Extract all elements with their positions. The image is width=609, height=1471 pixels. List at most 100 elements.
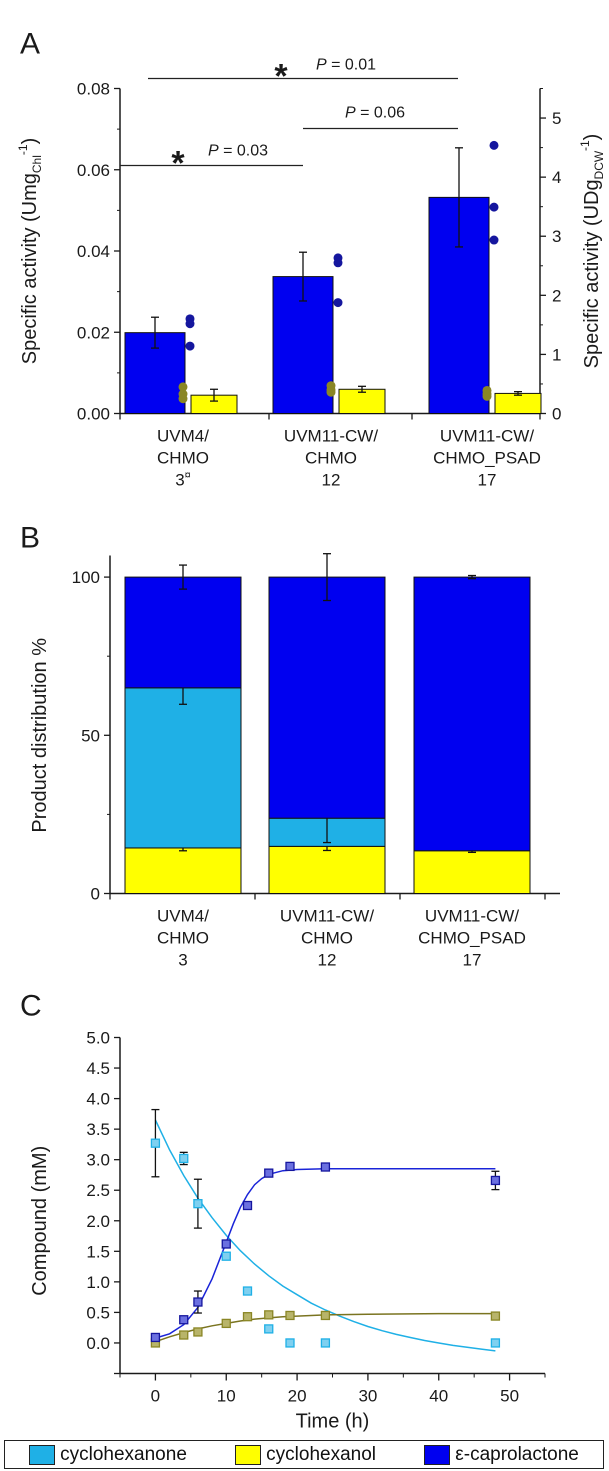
data-point-cyclohexanone xyxy=(264,1324,274,1334)
y-tick-label: 2.0 xyxy=(86,1212,110,1231)
data-point-cyclohexanol_marker xyxy=(320,1310,331,1321)
y-tick-label-left: 0.00 xyxy=(77,405,110,424)
bar-specific-activity-dcw xyxy=(494,392,542,414)
data-point-cyclohexanone xyxy=(285,1338,295,1348)
data-point-caprolactone_marker xyxy=(242,1200,253,1211)
y-tick-label-left: 0.04 xyxy=(77,242,110,261)
panel-label-b: B xyxy=(20,522,40,555)
x-category-label: UVM11-CW/CHMO 12 xyxy=(284,427,378,490)
x-category-label: UVM11-CW/CHMO 12 xyxy=(280,907,374,970)
stacked-bar-caprolactone xyxy=(413,576,531,852)
y-axis-title: Compound (mM) xyxy=(29,1146,51,1296)
data-point-caprolactone_marker xyxy=(264,1168,274,1178)
bar-specific-activity-dcw xyxy=(338,388,386,415)
fit-line-cyclohexanone xyxy=(154,1119,496,1352)
stacked-bar-caprolactone xyxy=(268,576,386,819)
stacked-bar-cyclohexanol xyxy=(413,850,531,895)
legend-label-cyclohexanone: cyclohexanone xyxy=(60,1443,187,1465)
y-tick-label: 2.5 xyxy=(86,1181,110,1200)
x-category-label: UVM4/CHMO 3¤ xyxy=(157,427,209,490)
y-tick-label-left: 0.06 xyxy=(77,161,110,180)
y-tick-label: 5.0 xyxy=(86,1029,110,1048)
legend-swatch-caprolactone xyxy=(424,1444,451,1465)
y-tick-label: 3.0 xyxy=(86,1151,110,1170)
panel-label-c: C xyxy=(20,990,42,1023)
legend-item-cyclohexanone: cyclohexanone xyxy=(29,1444,187,1466)
y-tick-label: 4.5 xyxy=(86,1059,110,1078)
panel-label-a: A xyxy=(20,28,40,61)
y-tick-label-right: 1 xyxy=(552,345,561,364)
replicate-point xyxy=(489,235,499,245)
y-tick-label-right: 3 xyxy=(552,227,561,246)
y-tick-label: 3.5 xyxy=(86,1120,110,1139)
data-point-caprolactone_marker xyxy=(490,1175,501,1186)
data-point-caprolactone_marker xyxy=(285,1161,295,1172)
stacked-bar-cyclohexanol xyxy=(268,845,386,894)
data-point-caprolactone_marker xyxy=(320,1162,331,1172)
y-tick-label-right: 2 xyxy=(552,286,561,305)
legend-label-cyclohexanol: cyclohexanol xyxy=(266,1443,376,1465)
p-value-label: P = 0.03 xyxy=(208,143,268,160)
panel-b-chart: 0 50 100 Product distribution % UVM4/CHMO 3 UV… xyxy=(29,553,560,970)
data-point-cyclohexanone xyxy=(490,1338,501,1348)
data-point-caprolactone_marker xyxy=(193,1297,203,1307)
x-tick-label: 0 xyxy=(151,1387,160,1406)
y-tick-label: 1.5 xyxy=(86,1242,110,1261)
data-point-cyclohexanol_marker xyxy=(242,1312,253,1322)
data-point-cyclohexanone xyxy=(242,1286,253,1296)
data-point-cyclohexanol_marker xyxy=(193,1327,203,1337)
data-point-cyclohexanol_marker xyxy=(179,1330,189,1340)
replicate-point xyxy=(178,394,188,404)
y-axis-title-left: Specific activity (UmgChl-1) xyxy=(16,138,44,365)
panel-c-chart: 0.0 0.5 1.0 1.5 2.0 2.5 3.0 3.5 4.0 4.5 5.0 0 10 20 30… xyxy=(29,1029,546,1433)
data-point-cyclohexanol_marker xyxy=(264,1310,274,1320)
legend-label-caprolactone: ε-caprolactone xyxy=(455,1443,579,1465)
y-tick-label: 1.0 xyxy=(86,1273,110,1292)
y-tick-label: 0 xyxy=(91,885,100,904)
y-axis-title-right: Specific activity (UDgDCW-1) xyxy=(578,134,606,369)
data-point-cyclohexanone xyxy=(179,1153,189,1164)
data-point-caprolactone_marker xyxy=(150,1332,161,1343)
replicate-point xyxy=(178,382,188,392)
data-point-cyclohexanol_marker xyxy=(490,1311,501,1321)
y-tick-label-left: 0.02 xyxy=(77,323,110,342)
legend-swatch-cyclohexanone xyxy=(29,1444,56,1465)
data-point-cyclohexanone xyxy=(150,1138,161,1148)
y-tick-label-right: 4 xyxy=(552,168,561,187)
data-point-caprolactone_marker xyxy=(179,1315,189,1325)
significance-star: * xyxy=(171,145,185,183)
data-point-cyclohexanone xyxy=(193,1199,203,1209)
fit-line-cyclohexanol_marker xyxy=(155,1312,496,1343)
p-value-label: P = 0.01 xyxy=(316,57,376,74)
data-point-cyclohexanol_marker xyxy=(285,1310,295,1321)
x-tick-label: 40 xyxy=(429,1387,448,1406)
x-category-label: UVM11-CW/CHMO_PSAD 17 xyxy=(433,427,541,490)
x-tick-label: 10 xyxy=(217,1387,236,1406)
x-axis-title: Time (h) xyxy=(296,1411,370,1433)
x-tick-label: 50 xyxy=(500,1387,519,1406)
x-category-label: UVM11-CW/CHMO_PSAD 17 xyxy=(418,907,526,970)
p-value-label: P = 0.06 xyxy=(345,105,405,122)
replicate-point xyxy=(333,258,343,268)
stacked-bar-cyclohexanone xyxy=(124,687,242,849)
replicate-point xyxy=(326,387,336,397)
y-tick-label-left: 0.08 xyxy=(77,80,110,99)
replicate-point xyxy=(482,391,492,401)
replicate-point xyxy=(489,202,499,212)
y-tick-label: 100 xyxy=(72,568,100,587)
replicate-point xyxy=(185,319,195,329)
x-category-label: UVM4/CHMO 3 xyxy=(157,907,209,970)
replicate-point xyxy=(185,341,195,351)
y-tick-label: 50 xyxy=(81,726,100,745)
stacked-bar-cyclohexanol xyxy=(124,847,242,895)
y-tick-label-right: 0 xyxy=(552,405,561,424)
y-tick-label: 0.5 xyxy=(86,1303,110,1322)
x-tick-label: 30 xyxy=(358,1387,377,1406)
legend-item-cyclohexanol: cyclohexanol xyxy=(235,1444,376,1466)
stacked-bar-caprolactone xyxy=(124,576,242,689)
significance-star: * xyxy=(274,58,288,96)
fit-line-caprolactone_marker xyxy=(155,1168,496,1339)
data-point-cyclohexanone xyxy=(221,1251,231,1261)
legend-swatch-cyclohexanol xyxy=(235,1444,262,1465)
